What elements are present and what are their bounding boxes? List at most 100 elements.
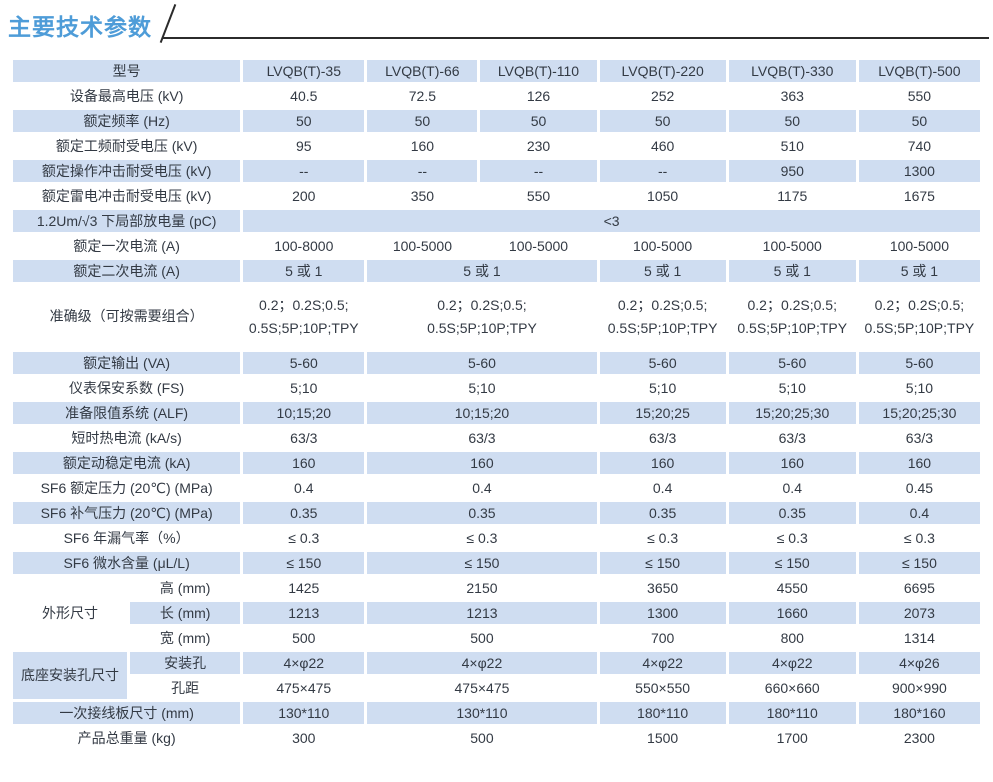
table-row: SF6 额定压力 (20℃) (MPa) 0.4 0.4 0.4 0.4 0.45 xyxy=(13,477,980,499)
table-row: 额定一次电流 (A) 100-8000 100-5000 100-5000 100-50… xyxy=(13,235,980,257)
value-cell: 0.2；0.2S;0.5; 0.5S;5P;10P;TPY xyxy=(864,296,975,336)
value-cell: 1300 xyxy=(858,160,980,182)
table-row: 产品总重量 (kg) 300 500 1500 1700 2300 xyxy=(13,727,980,749)
value-cell: 0.2；0.2S;0.5; 0.5S;5P;10P;TPY xyxy=(607,296,718,336)
table-row: 长 (mm) 1213 1213 1300 1660 2073 xyxy=(13,602,980,624)
model-header: LVQB(T)-66 xyxy=(367,60,478,82)
value-cell: 160 xyxy=(367,452,597,474)
row-label: 额定雷电冲击耐受电压 (kV) xyxy=(41,187,212,204)
value-cell: 5;10 xyxy=(290,379,318,396)
table-row: 仪表保安系数 (FS) 5;10 5;10 5;10 5;10 5;10 xyxy=(13,377,980,399)
value-cell: 0.2；0.2S;0.5; 0.5S;5P;10P;TPY xyxy=(427,296,537,336)
value-cell: 1213 xyxy=(243,602,365,624)
value-cell: 0.35 xyxy=(243,502,365,524)
value-cell: 5 或 1 xyxy=(243,260,365,282)
table-row: 设备最高电压 (kV) 40.5 72.5 126 252 363 550 xyxy=(13,85,980,107)
value-cell: 100-8000 xyxy=(274,237,334,254)
header-label: 型号 xyxy=(13,60,241,82)
row-label: SF6 微水含量 (μL/L) xyxy=(13,552,241,574)
value-cell: 550×550 xyxy=(635,679,691,696)
value-cell: 500 xyxy=(470,629,494,646)
specs-table: 型号 LVQB(T)-35 LVQB(T)-66 LVQB(T)-110 LVQB(T)… xyxy=(10,57,983,752)
row-label: 一次接线板尺寸 (mm) xyxy=(13,702,241,724)
row-label: 额定输出 (VA) xyxy=(13,352,241,374)
value-cell: 50 xyxy=(480,110,597,132)
value-cell: 1300 xyxy=(599,602,726,624)
value-cell: 0.4 xyxy=(472,479,492,496)
value-cell: 160 xyxy=(728,452,856,474)
value-cell: ≤ 0.3 xyxy=(647,529,679,546)
specs-table-body: 型号 LVQB(T)-35 LVQB(T)-66 LVQB(T)-110 LVQB(T)… xyxy=(13,60,980,749)
value-cell: 15;20;25;30 xyxy=(858,402,980,424)
row-label: 额定操作冲击耐受电压 (kV) xyxy=(13,160,241,182)
value-cell: 10;15;20 xyxy=(367,402,597,424)
row-label: 仪表保安系数 (FS) xyxy=(69,379,185,396)
value-cell: 126 xyxy=(526,87,551,104)
value-cell: <3 xyxy=(243,210,980,232)
value-cell: -- xyxy=(480,160,597,182)
value-cell: 200 xyxy=(292,187,316,204)
table-row: SF6 微水含量 (μL/L) ≤ 150 ≤ 150 ≤ 150 ≤ 150 ≤ 150 xyxy=(13,552,980,574)
value-cell: 900×990 xyxy=(891,679,947,696)
table-row: SF6 补气压力 (20℃) (MPa) 0.35 0.35 0.35 0.35 0.4 xyxy=(13,502,980,524)
value-cell: 0.45 xyxy=(905,479,934,496)
group-label: 底座安装孔尺寸 xyxy=(13,652,128,699)
value-cell: 50 xyxy=(599,110,726,132)
value-cell: 3650 xyxy=(647,579,679,596)
value-cell: 0.35 xyxy=(599,502,726,524)
value-cell: 1175 xyxy=(777,187,808,204)
model-header: LVQB(T)-110 xyxy=(480,60,597,82)
table-row: 额定工频耐受电压 (kV) 95 160 230 460 510 740 xyxy=(13,135,980,157)
value-cell: 660×660 xyxy=(764,679,820,696)
page-title: 主要技术参数 xyxy=(8,14,152,40)
table-row: 短时热电流 (kA/s) 63/3 63/3 63/3 63/3 63/3 xyxy=(13,427,980,449)
value-cell: 63/3 xyxy=(290,429,318,446)
model-header: LVQB(T)-330 xyxy=(728,60,856,82)
model-header: LVQB(T)-35 xyxy=(243,60,365,82)
value-cell: 4×φ22 xyxy=(728,652,856,674)
value-cell: 5;10 xyxy=(649,379,677,396)
row-label: 1.2Um/√3 下局部放电量 (pC) xyxy=(13,210,241,232)
sub-label: 长 (mm) xyxy=(130,602,241,624)
table-row: 宽 (mm) 500 500 700 800 1314 xyxy=(13,627,980,649)
value-cell: 510 xyxy=(780,137,804,154)
value-cell: 550 xyxy=(907,87,932,104)
value-cell: 740 xyxy=(907,137,932,154)
value-cell: 800 xyxy=(780,629,804,646)
title-rule-divider xyxy=(162,37,989,39)
row-label: 额定二次电流 (A) xyxy=(13,260,241,282)
value-cell: 180*110 xyxy=(599,702,726,724)
row-label: 准备限值系统 (ALF) xyxy=(13,402,241,424)
value-cell: 5;10 xyxy=(778,379,806,396)
value-cell: 50 xyxy=(858,110,980,132)
value-cell: 500 xyxy=(470,729,494,746)
sub-label: 高 (mm) xyxy=(159,579,211,596)
value-cell: 350 xyxy=(410,187,435,204)
value-cell: 4×φ22 xyxy=(367,652,597,674)
value-cell: 230 xyxy=(526,137,551,154)
value-cell: ≤ 150 xyxy=(728,552,856,574)
value-cell: 0.35 xyxy=(367,502,597,524)
row-label: 额定动稳定电流 (kA) xyxy=(13,452,241,474)
model-header: LVQB(T)-220 xyxy=(599,60,726,82)
value-cell: -- xyxy=(367,160,478,182)
value-cell: 950 xyxy=(728,160,856,182)
value-cell: 130*110 xyxy=(367,702,597,724)
value-cell: 160 xyxy=(599,452,726,474)
value-cell: 15;20;25 xyxy=(599,402,726,424)
value-cell: 100-5000 xyxy=(889,237,949,254)
value-cell: ≤ 0.3 xyxy=(288,529,320,546)
value-cell: 5-60 xyxy=(243,352,365,374)
row-label: 额定一次电流 (A) xyxy=(73,237,180,254)
value-cell: 180*110 xyxy=(728,702,856,724)
value-cell: 100-5000 xyxy=(508,237,569,254)
value-cell: 1425 xyxy=(288,579,320,596)
value-cell: 63/3 xyxy=(468,429,496,446)
value-cell: 5;10 xyxy=(468,379,496,396)
value-cell: 460 xyxy=(650,137,675,154)
row-label: 产品总重量 (kg) xyxy=(77,729,176,746)
row-label: 短时热电流 (kA/s) xyxy=(71,429,182,446)
value-cell: 0.4 xyxy=(858,502,980,524)
table-row: 底座安装孔尺寸 安装孔 4×φ22 4×φ22 4×φ22 4×φ22 4×φ26 xyxy=(13,652,980,699)
value-cell: 160 xyxy=(858,452,980,474)
